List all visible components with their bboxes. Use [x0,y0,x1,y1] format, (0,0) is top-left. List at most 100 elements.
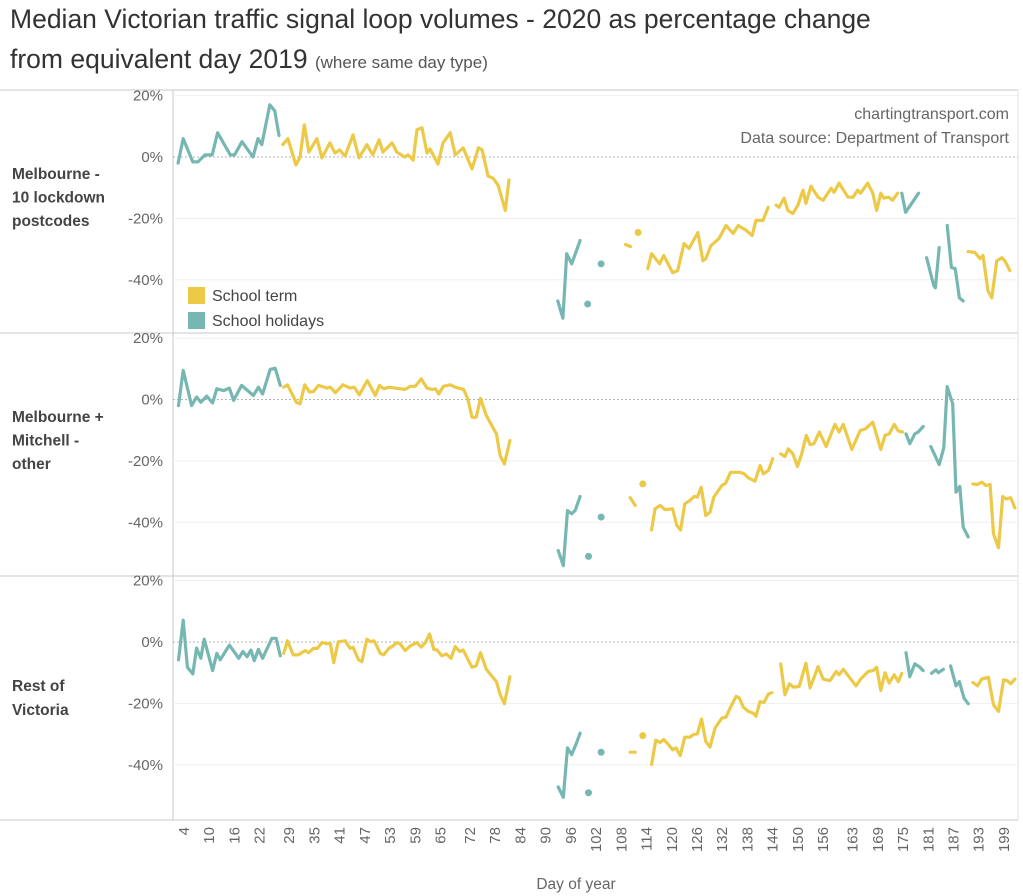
x-tick-label: 22 [252,827,269,844]
y-tick-label: -40% [128,757,163,774]
x-tick-label: 181 [920,827,937,852]
x-tick-label: 126 [689,827,706,852]
series-line-term [650,691,774,767]
x-tick-label: 59 [407,827,424,844]
series-line-term [628,496,637,507]
data-point-term [634,229,642,237]
y-tick-label: -40% [128,514,163,531]
y-tick-label: -20% [128,210,163,227]
x-tick-label: 144 [765,827,782,852]
series-line-holidays [949,664,970,706]
data-point-holidays [585,789,593,797]
chart-title-line2-text: from equivalent day 2019 [10,44,308,74]
x-tick-label: 156 [815,827,832,852]
series-line-term [774,181,900,216]
row-label: Rest of Victoria [12,678,69,719]
y-tick-label: -20% [128,453,163,470]
series-line-term [281,123,511,212]
series-line-term [971,480,1017,550]
data-point-holidays [585,552,593,560]
series-line-holidays [904,651,925,679]
series-line-term [282,377,512,466]
y-tick-label: -40% [128,272,163,289]
series-line-term [646,205,770,275]
x-axis-title: Day of year [536,876,615,893]
x-tick-label: 4 [176,827,193,835]
x-tick-label: 120 [664,827,681,852]
data-point-holidays [597,513,605,521]
x-tick-label: 35 [306,827,323,844]
data-point-holidays [597,260,605,268]
row-label-line: 10 lockdown [12,190,105,207]
data-point-term [639,732,647,740]
panel-1: 20% 0% -20% -40% Melbourne - 10 lockdown postc… [12,88,1018,320]
series-line-holidays [925,246,941,290]
series-line-holidays [900,191,921,214]
y-tick-label: 0% [141,149,163,166]
x-tick-label: 29 [281,827,298,844]
series-line-holidays [176,366,282,408]
data-point-holidays [584,300,592,308]
series-line-holidays [556,494,582,568]
series-line-term [779,420,905,468]
x-tick-label: 108 [613,827,630,852]
x-tick-label: 10 [201,827,218,844]
series-line-term [779,661,904,697]
x-tick-label: 199 [996,827,1013,852]
x-tick-label: 138 [739,827,756,852]
x-tick-label: 193 [971,827,988,852]
row-label-line: Victoria [12,702,69,719]
credit-annotation: chartingtransport.com [854,106,1009,123]
legend-label-term: School term [212,288,297,305]
x-tick-label: 114 [639,827,656,851]
legend-swatch-holidays [188,312,205,329]
data-point-holidays [597,748,605,756]
series-line-term [650,457,775,532]
x-tick-label: 132 [714,827,731,852]
legend-swatch-term [188,287,205,304]
x-tick-label: 102 [588,827,605,852]
data-point-term [639,480,647,488]
panel-3: 20% 0% -20% -40% Rest of Victoria [12,573,1018,799]
row-label: Melbourne - 10 lockdown postcodes [12,166,105,230]
row-label-line: Melbourne - [12,166,100,183]
row-label: Melbourne + Mitchell - other [12,409,104,473]
x-tick-label: 90 [538,827,555,844]
x-tick-label: 187 [946,827,963,852]
x-tick-label: 72 [462,827,479,844]
x-tick-label: 150 [790,827,807,852]
series-line-holidays [176,103,281,165]
y-tick-label: 0% [141,634,163,651]
x-tick-label: 84 [512,827,529,844]
x-tick-label: 47 [357,827,374,844]
series-line-term [623,242,633,249]
panel-2: 20% 0% -20% -40% Melbourne + Mitchell - other [12,330,1018,568]
x-tick-label: 96 [563,827,580,844]
source-annotation: Data source: Department of Transport [740,130,1009,147]
y-tick-label: -20% [128,695,163,712]
series-line-holidays [556,238,582,320]
chart-title-line2: from equivalent day 2019 (where same day… [10,44,488,75]
series-line-holidays [904,424,925,446]
chart-subtitle: (where same day type) [314,53,488,72]
series-line-term [971,675,1017,713]
series-line-holidays [176,618,282,676]
y-tick-label: 20% [133,88,163,105]
x-tick-label: 175 [895,827,912,852]
series-line-holidays [945,223,965,303]
series-line-term [966,250,1012,300]
x-tick-label: 41 [332,827,349,844]
y-tick-label: 20% [133,330,163,347]
x-tick-label: 53 [382,827,399,844]
series-line-holidays [930,667,945,675]
x-tick-label: 169 [870,827,887,852]
y-tick-label: 0% [141,392,163,409]
row-label-line: Mitchell - [12,433,79,450]
row-label-line: Melbourne + [12,409,104,426]
x-tick-label: 65 [433,827,450,844]
y-tick-label: 20% [133,573,163,590]
legend-label-holidays: School holidays [212,313,324,330]
row-label-line: Rest of [12,678,65,695]
